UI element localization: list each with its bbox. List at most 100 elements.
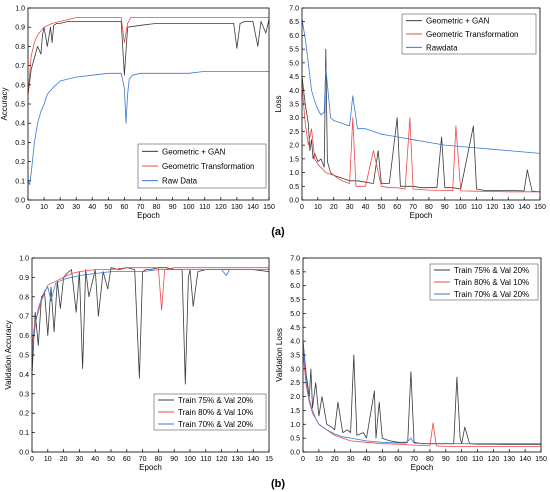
x-tick-label: 140 xyxy=(247,204,259,211)
x-tick-label: 15 xyxy=(265,456,273,463)
legend-label: Raw Data xyxy=(162,177,198,186)
series-line-1 xyxy=(27,19,270,95)
x-tick-label: 110 xyxy=(199,204,210,211)
y-tick-label: 3.5 xyxy=(289,102,299,109)
x-tick-label: 70 xyxy=(409,204,417,211)
x-tick-label: 120 xyxy=(216,456,228,463)
x-tick-label: 0 xyxy=(26,204,30,211)
y-tick-label: 2.0 xyxy=(289,143,299,150)
series-line-3 xyxy=(302,341,541,445)
y-tick-label: 4.0 xyxy=(289,88,299,95)
x-tick-label: 40 xyxy=(88,204,96,211)
y-tick-label: 0.1 xyxy=(15,178,25,185)
series-line-1 xyxy=(31,267,270,385)
y-tick-label: 5.0 xyxy=(290,311,300,318)
legend-box xyxy=(137,143,267,189)
legend-label: Train 75% & Val 20% xyxy=(454,266,529,275)
y-tick-label: 5.5 xyxy=(289,47,299,54)
x-tick-label: 20 xyxy=(56,204,64,211)
x-tick-label: 30 xyxy=(76,456,84,463)
series-line-3 xyxy=(31,269,269,356)
x-tick-label: 150 xyxy=(534,204,546,211)
x-tick-label: 10 xyxy=(44,456,52,463)
y-tick-label: 2.5 xyxy=(290,380,300,387)
x-tick-label: 50 xyxy=(104,204,112,211)
legend: Train 75% & Val 20% Train 80% & Val 10% Tr… xyxy=(429,263,539,301)
y-tick-label: 0.3 xyxy=(19,391,29,398)
y-tick-label: 0.0 xyxy=(15,198,25,205)
x-tick-label: 80 xyxy=(155,456,163,463)
x-tick-label: 150 xyxy=(263,204,275,211)
y-axis-title: Validation Accuracy xyxy=(4,320,13,389)
y-tick-label: 3.5 xyxy=(290,353,300,360)
x-tick-label: 100 xyxy=(184,456,196,463)
x-tick-label: 0 xyxy=(30,456,34,463)
y-tick-label: 0.9 xyxy=(15,25,25,32)
x-tick-label: 130 xyxy=(231,204,243,211)
x-tick-label: 40 xyxy=(363,456,371,463)
x-tick-label: 80 xyxy=(426,456,434,463)
series-line-3 xyxy=(27,71,269,186)
y-tick-label: 0.6 xyxy=(15,82,25,89)
x-tick-label: 140 xyxy=(519,456,531,463)
x-tick-label: 150 xyxy=(535,456,547,463)
x-tick-label: 140 xyxy=(247,456,259,463)
validation-loss-chart: 0 10 20 30 40 50 60 70 80 90 100 110 120 130 140 150 0.0… xyxy=(275,256,547,473)
x-tick-label: 70 xyxy=(139,456,147,463)
loss-chart: 0 10 20 30 40 50 60 70 80 90 100 110 120 130 140 150 0.0… xyxy=(274,6,546,221)
x-tick-label: 60 xyxy=(121,204,129,211)
y-tick-label: 0.9 xyxy=(19,275,29,282)
x-tick-label: 50 xyxy=(377,204,385,211)
validation-accuracy-chart: 0 10 20 30 40 50 60 70 80 90 100 110 120 130 140 15 0.0 0… xyxy=(4,256,273,473)
legend-label: Geometric Transformation xyxy=(162,162,254,171)
series-line-3 xyxy=(301,18,541,154)
y-tick-label: 2.5 xyxy=(289,129,299,136)
y-tick-label: 1.5 xyxy=(290,408,300,415)
x-tick-label: 30 xyxy=(72,204,80,211)
y-tick-label: 0.8 xyxy=(19,294,29,301)
x-tick-label: 50 xyxy=(378,456,386,463)
y-tick-label: 6.5 xyxy=(289,19,299,26)
y-tick-label: 0.2 xyxy=(19,411,29,418)
y-tick-label: 7.0 xyxy=(289,6,299,13)
panel-label-a: (a) xyxy=(271,226,285,238)
y-tick-label: 0.2 xyxy=(15,159,25,166)
y-tick-label: 1.5 xyxy=(289,156,299,163)
y-tick-label: 0.7 xyxy=(15,63,25,70)
y-tick-label: 0.3 xyxy=(15,140,25,147)
y-tick-label: 1.0 xyxy=(19,256,29,263)
x-tick-label: 90 xyxy=(170,456,178,463)
legend-label: Rawdata xyxy=(426,43,458,52)
y-tick-label: 0.0 xyxy=(289,198,299,205)
x-tick-label: 20 xyxy=(60,456,68,463)
y-tick-label: 4.5 xyxy=(290,325,300,332)
y-axis-title: Validation Loss xyxy=(275,328,284,382)
series-line-1 xyxy=(302,341,541,445)
x-tick-label: 50 xyxy=(107,456,115,463)
x-axis-title: Epoch xyxy=(411,463,434,472)
x-tick-label: 110 xyxy=(200,456,211,463)
legend: Geometric + GAN Geometric Transformation R… xyxy=(137,143,267,189)
legend-label: Geometric Transformation xyxy=(426,30,518,39)
y-tick-label: 0.1 xyxy=(19,430,29,437)
series-line-2 xyxy=(301,84,540,193)
y-tick-label: 0.4 xyxy=(19,372,29,379)
y-tick-label: 0.5 xyxy=(290,436,300,443)
legend: Geometric + GAN Geometric Transformation R… xyxy=(401,13,537,55)
y-tick-label: 1.0 xyxy=(290,422,300,429)
y-axis-title: Accuracy xyxy=(0,88,9,121)
x-tick-label: 120 xyxy=(488,456,500,463)
y-tick-label: 1.0 xyxy=(289,170,299,177)
x-tick-label: 100 xyxy=(456,456,468,463)
series-line-2 xyxy=(302,352,541,447)
y-tick-label: 5.0 xyxy=(289,60,299,67)
y-tick-label: 0.5 xyxy=(15,102,25,109)
x-tick-label: 10 xyxy=(40,204,48,211)
x-tick-label: 40 xyxy=(91,456,99,463)
y-tick-label: 2.0 xyxy=(290,394,300,401)
y-tick-label: 0.5 xyxy=(19,353,29,360)
legend-label: Train 80% & Val 10% xyxy=(454,278,529,287)
x-tick-label: 70 xyxy=(137,204,145,211)
legend-box xyxy=(401,13,537,55)
